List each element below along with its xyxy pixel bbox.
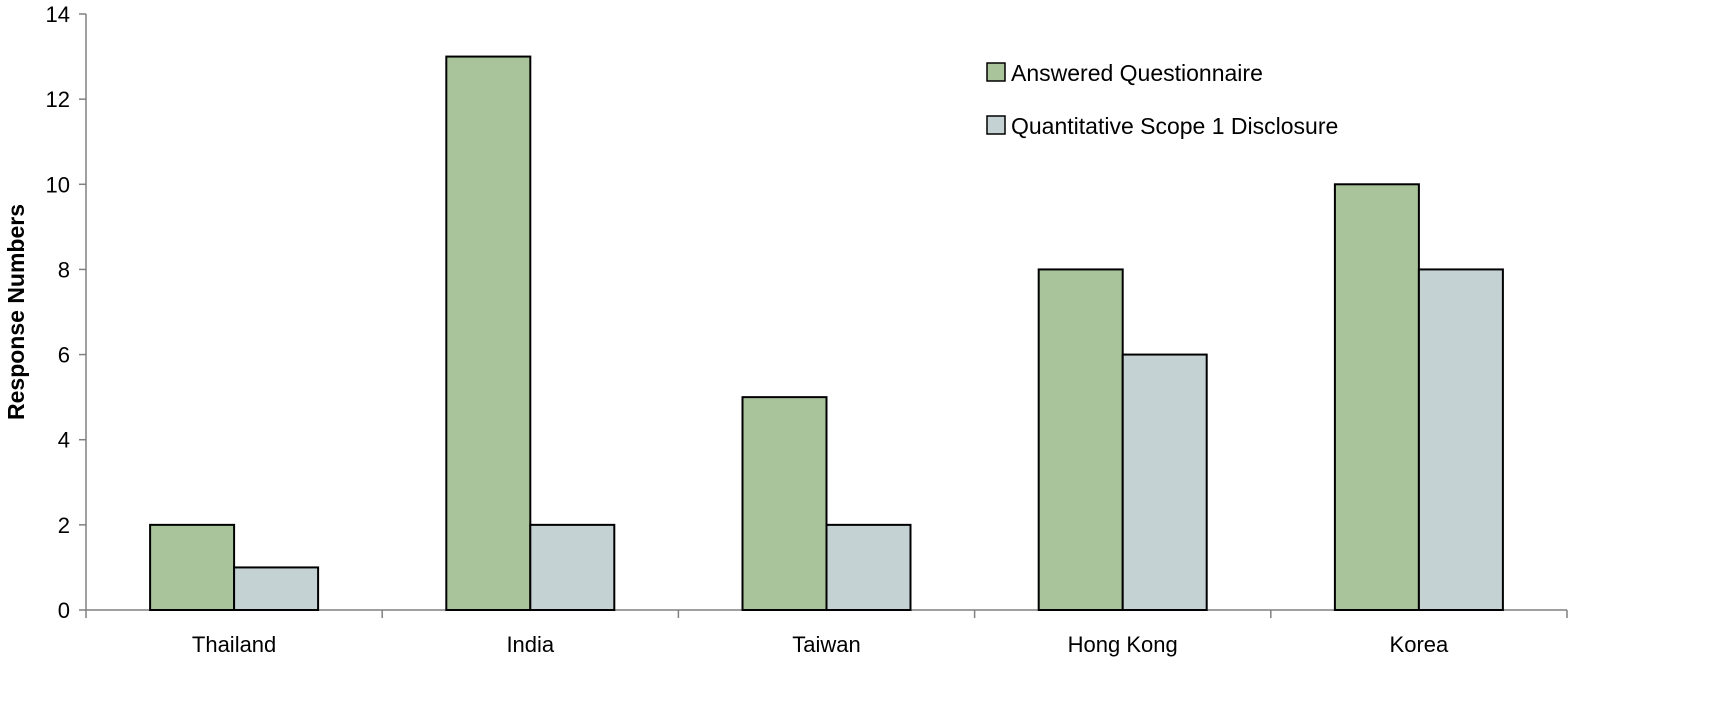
y-axis: 0 2 4 6 8 10 12 14 <box>46 2 87 623</box>
x-axis: Thailand India Taiwan Hong Kong Korea <box>85 609 1568 657</box>
bar-answered-thailand <box>149 523 236 611</box>
bar-answered-hong-kong <box>1037 268 1124 611</box>
bar-quantitative-india <box>529 523 616 611</box>
bar-answered-korea <box>1333 183 1420 612</box>
x-tick-label: Thailand <box>192 632 276 657</box>
bar-quantitative-taiwan <box>825 523 912 611</box>
y-tick-label: 6 <box>58 343 70 368</box>
x-tick-label: India <box>506 632 554 657</box>
y-axis-title: Response Numbers <box>3 204 29 420</box>
legend: Answered Questionnaire Quantitative Scope… <box>986 60 1338 139</box>
bar-quantitative-hong-kong <box>1121 353 1208 612</box>
y-tick-label: 4 <box>58 428 70 453</box>
x-tick-label: Korea <box>1390 632 1449 657</box>
bar-answered-taiwan <box>741 396 828 611</box>
y-tick-label: 12 <box>46 87 70 112</box>
bar-quantitative-korea <box>1417 268 1504 611</box>
bar-quantitative-thailand <box>233 566 320 612</box>
y-tick-label: 14 <box>46 2 70 27</box>
x-tick-label: Taiwan <box>792 632 860 657</box>
x-tick-label: Hong Kong <box>1068 632 1178 657</box>
y-tick-label: 0 <box>58 598 70 623</box>
y-tick-label: 8 <box>58 257 70 282</box>
legend-label: Quantitative Scope 1 Disclosure <box>1011 113 1338 139</box>
bars-group <box>149 55 1504 612</box>
bar-answered-india <box>445 55 532 612</box>
y-tick-label: 10 <box>46 172 70 197</box>
legend-label: Answered Questionnaire <box>1011 60 1263 86</box>
legend-swatch <box>986 62 1006 82</box>
legend-swatch <box>986 115 1006 135</box>
y-tick-label: 2 <box>58 513 70 538</box>
